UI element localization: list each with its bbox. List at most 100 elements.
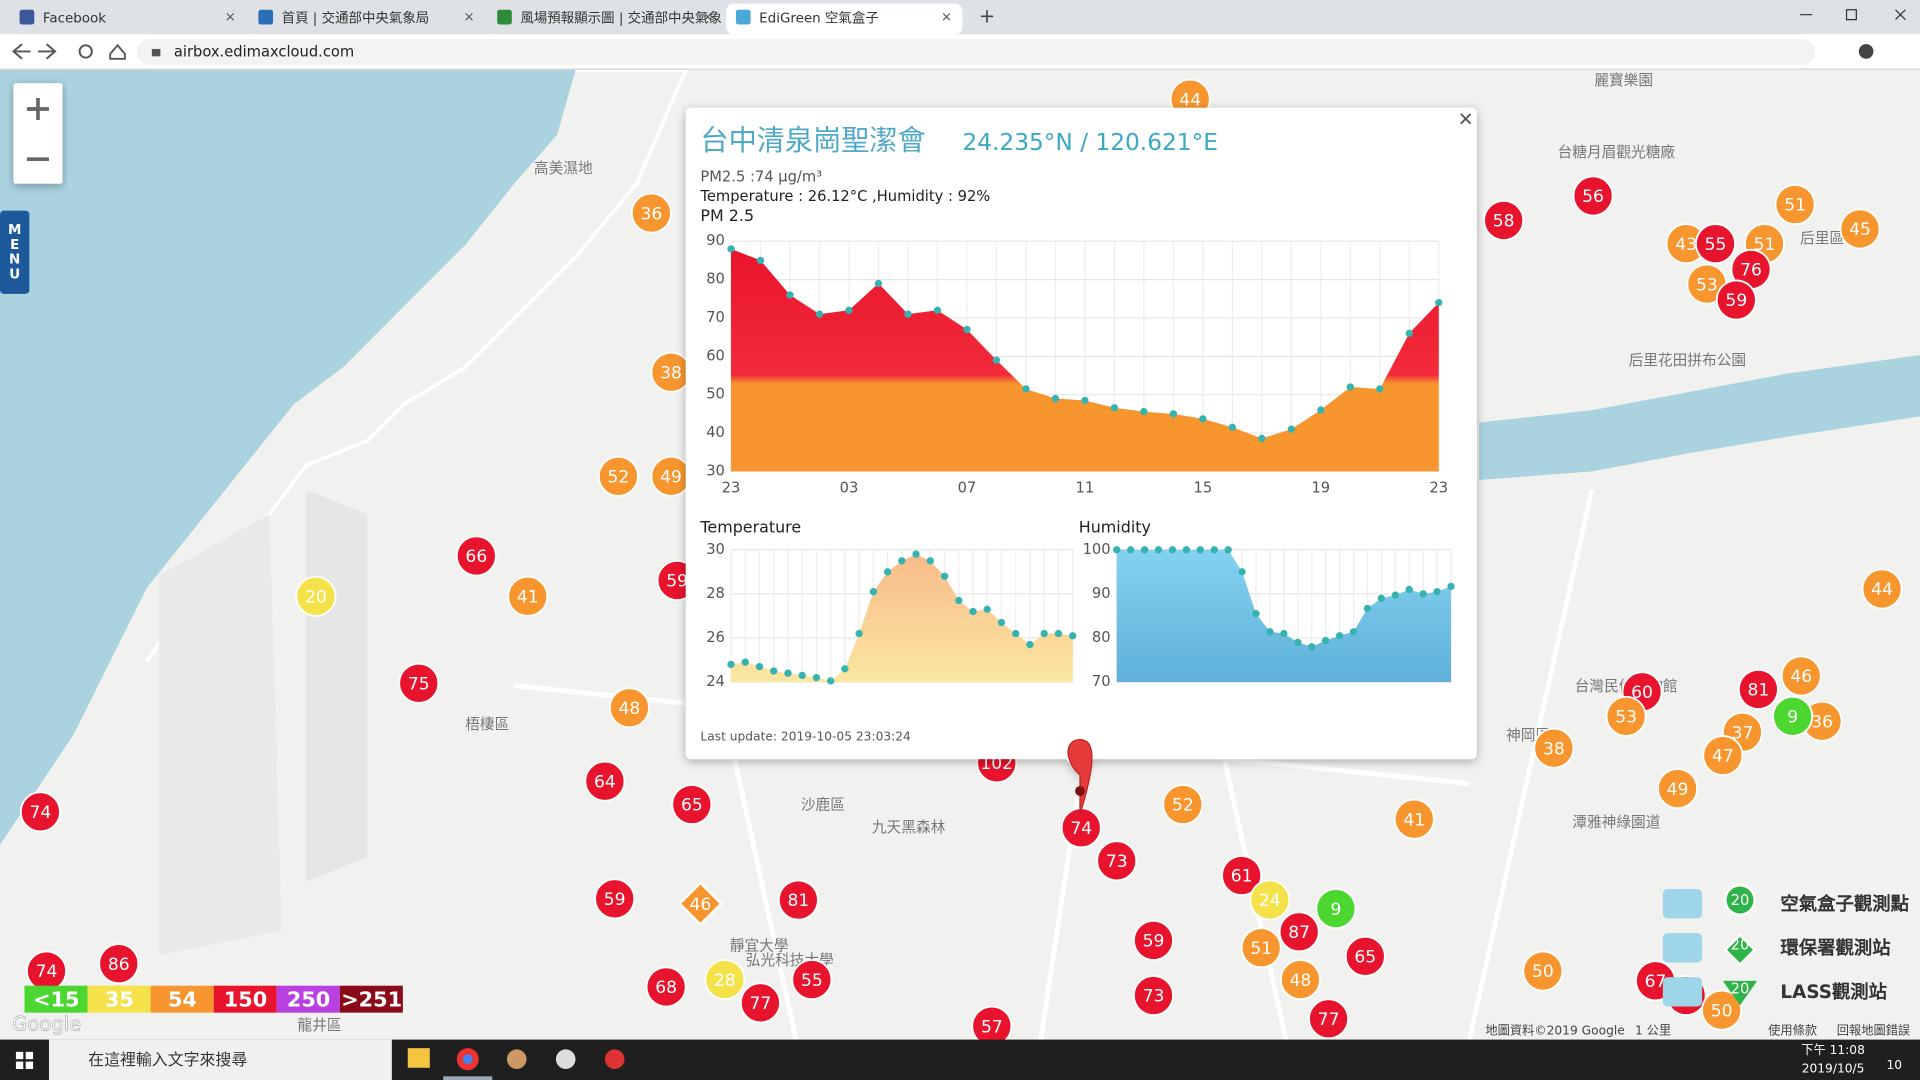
tab-close[interactable]: ×: [225, 10, 236, 25]
map-marker[interactable]: [739, 982, 781, 1024]
data-point: [969, 607, 977, 616]
marker-value: 67: [1645, 972, 1667, 992]
map-marker[interactable]: [1701, 989, 1743, 1031]
menu-letter: U: [9, 267, 20, 282]
map-marker[interactable]: [1483, 199, 1525, 241]
map-marker[interactable]: [584, 760, 626, 802]
place-label: 麗寶樂園: [1594, 71, 1653, 89]
map-marker[interactable]: [1240, 927, 1282, 969]
map-marker[interactable]: [1715, 279, 1757, 321]
map-marker[interactable]: [677, 881, 723, 927]
marker-value: 44: [1179, 90, 1201, 110]
map-marker[interactable]: [597, 455, 639, 497]
map-marker[interactable]: [1774, 183, 1816, 225]
close-button[interactable]: [1460, 113, 1472, 125]
x-tick-label: 23: [1429, 480, 1448, 497]
map-marker[interactable]: [1861, 568, 1903, 610]
data-point: [1196, 546, 1204, 554]
app-icon[interactable]: [555, 1049, 576, 1069]
active-tab[interactable]: [726, 3, 963, 35]
window-controls[interactable]: [1800, 9, 1906, 21]
address-bar[interactable]: [137, 39, 1815, 65]
map-marker[interactable]: [1308, 998, 1350, 1040]
map-marker[interactable]: [777, 879, 819, 921]
tab[interactable]: [248, 3, 485, 35]
map-marker[interactable]: [1605, 695, 1647, 737]
map-marker[interactable]: [645, 966, 687, 1008]
x-tick-label: 07: [958, 480, 977, 497]
marker-value: 74: [1070, 819, 1092, 839]
marker-value: 41: [1403, 810, 1425, 830]
data-point: [727, 660, 735, 669]
map-marker[interactable]: [630, 192, 672, 234]
app-icon[interactable]: [506, 1049, 527, 1069]
map-marker[interactable]: [1221, 855, 1263, 897]
map-footer: 回報地圖錯誤: [1837, 1023, 1910, 1038]
tab-icon: [497, 9, 512, 25]
nav-buttons[interactable]: [11, 43, 57, 60]
reload[interactable]: [78, 44, 93, 59]
map-marker[interactable]: [295, 575, 337, 617]
map-marker[interactable]: [1132, 975, 1174, 1017]
data-point: [1321, 636, 1330, 645]
map-marker[interactable]: [507, 575, 549, 617]
map-marker[interactable]: [398, 662, 440, 704]
map-marker[interactable]: [1278, 911, 1320, 953]
data-point: [1335, 632, 1344, 640]
tab-close[interactable]: ×: [463, 10, 474, 25]
map-marker[interactable]: [1249, 879, 1291, 921]
home[interactable]: [109, 43, 126, 60]
menu-button[interactable]: [0, 210, 30, 294]
explorer-icon[interactable]: [407, 1048, 430, 1068]
tab-close[interactable]: ×: [941, 10, 952, 25]
map-marker[interactable]: [791, 959, 833, 1001]
map-marker[interactable]: [1780, 655, 1822, 697]
map-marker[interactable]: [19, 791, 61, 833]
map-marker[interactable]: [1657, 768, 1699, 810]
map-marker[interactable]: [1702, 735, 1744, 777]
map-marker[interactable]: [1695, 223, 1737, 265]
map-marker[interactable]: [1737, 668, 1779, 710]
map-marker[interactable]: [1344, 935, 1386, 977]
profile[interactable]: [1858, 44, 1874, 59]
station-sample-value: 20: [1731, 936, 1750, 953]
map-marker[interactable]: [704, 959, 746, 1001]
new-tab[interactable]: +: [979, 5, 995, 28]
zoom-in[interactable]: [26, 97, 49, 120]
map-footer: 1 公里: [1635, 1024, 1671, 1038]
map-marker[interactable]: [1132, 919, 1174, 961]
marker-value: 49: [1667, 780, 1689, 800]
data-point: [1349, 628, 1358, 636]
map-marker[interactable]: [455, 535, 497, 577]
data-point: [755, 662, 764, 671]
map-marker[interactable]: [1522, 950, 1564, 992]
map-marker[interactable]: [1839, 208, 1881, 250]
map-marker[interactable]: [98, 943, 140, 985]
tab[interactable]: [9, 3, 247, 35]
map-marker[interactable]: [1315, 888, 1357, 930]
marker-value: 77: [750, 994, 772, 1014]
map-marker[interactable]: [608, 687, 650, 729]
map-marker[interactable]: [1279, 959, 1321, 1001]
y-tick-label: 30: [706, 541, 725, 558]
map-marker[interactable]: [594, 878, 636, 920]
start-button[interactable]: [15, 1051, 34, 1069]
map-marker[interactable]: [1572, 175, 1614, 217]
tab[interactable]: [487, 3, 724, 35]
search-box[interactable]: [48, 1039, 392, 1080]
map-marker[interactable]: [1533, 727, 1575, 769]
app-icon[interactable]: [604, 1049, 625, 1069]
legend-label: <15: [33, 987, 79, 1011]
y-tick-label: 90: [706, 232, 725, 249]
map-marker[interactable]: [1393, 798, 1435, 840]
marker-value: 48: [1290, 971, 1312, 991]
notification-badge[interactable]: 10: [1886, 1058, 1902, 1072]
map-marker[interactable]: [1162, 783, 1204, 825]
map-marker[interactable]: [671, 783, 713, 825]
marker-value: 46: [690, 895, 712, 915]
place-label: 龍井區: [298, 1017, 342, 1034]
map-marker[interactable]: [1772, 695, 1814, 737]
marker-value: 59: [1143, 932, 1165, 952]
tab-close[interactable]: ×: [702, 10, 713, 25]
map-marker[interactable]: [1096, 840, 1138, 882]
